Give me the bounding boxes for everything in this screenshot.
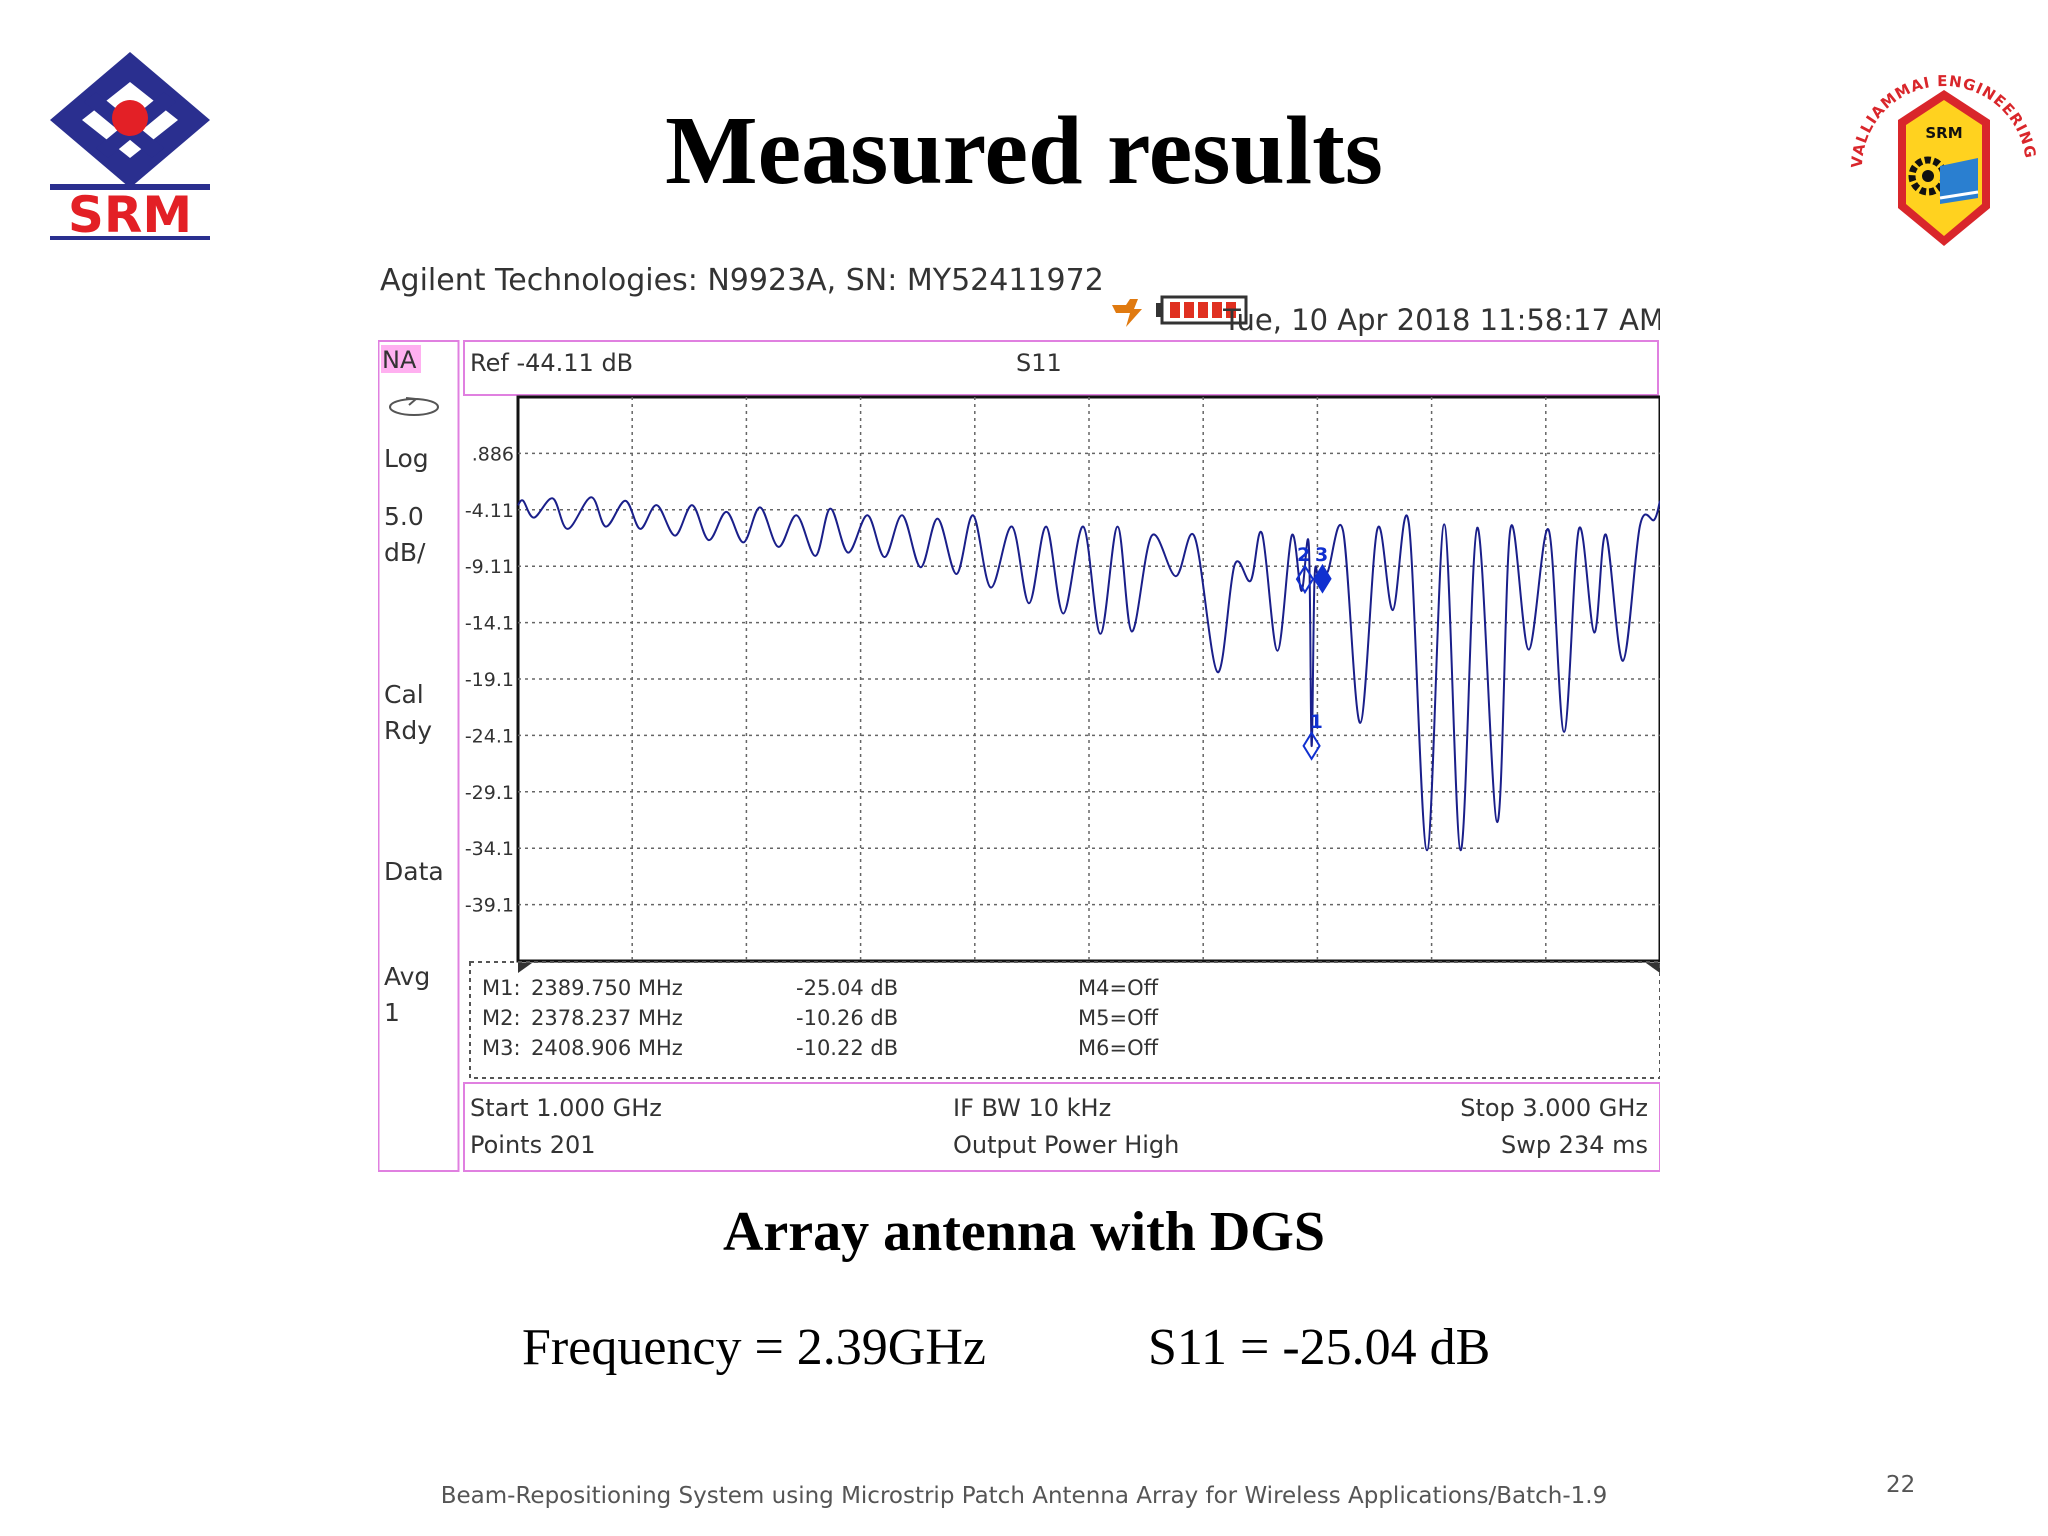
y-tick-label: -4.11 (465, 500, 514, 522)
marker-2 (1295, 564, 1315, 595)
side-label-unit: dB/ (384, 538, 426, 567)
y-tick-label: -29.1 (465, 782, 514, 804)
points-label: Points 201 (470, 1131, 596, 1159)
slide-title: Measured results (665, 97, 1383, 205)
srm-logo: SRM (48, 50, 213, 244)
slide-footer: Beam-Repositioning System using Microstr… (440, 1483, 1608, 1509)
marker-value: -10.22 dB (796, 1036, 898, 1060)
marker-3 (1313, 563, 1332, 594)
analyzer-datetime: Tue, 10 Apr 2018 11:58:17 AM (1222, 303, 1660, 337)
right-scroll-arrow (1646, 963, 1660, 973)
side-panel (377, 340, 460, 1172)
rotate-icon (389, 397, 439, 416)
page-number: 22 (1886, 1472, 1916, 1498)
marker-2-label: 2 (1297, 544, 1310, 566)
side-label-log: Log (384, 444, 429, 473)
marker-1 (1302, 730, 1321, 761)
info-box (463, 340, 1659, 396)
college-logo-badge: SRM (1925, 124, 1962, 142)
s11-result: S11 = -25.04 dB (1148, 1319, 1491, 1376)
srm-logo-text: SRM (68, 186, 192, 240)
side-label-rdy: Rdy (384, 716, 432, 745)
network-analyzer-screen: Agilent Technologies: N9923A, SN: MY5241… (377, 255, 1664, 1175)
power-plug-icon (1112, 299, 1142, 327)
marker-other: M5=Off (1078, 1006, 1159, 1030)
side-label-cal: Cal (384, 680, 424, 709)
marker-id: M2: (482, 1006, 521, 1030)
figure-caption: Array antenna with DGS (722, 1201, 1326, 1263)
marker-freq: 2389.750 MHz (531, 976, 683, 1000)
plot-area: .886 -4.11 -9.11 -14.1 -19.1 -24.1 -29.1 -34.1 -… (465, 395, 1662, 973)
marker-freq: 2408.906 MHz (531, 1036, 683, 1060)
left-scroll-arrow (518, 963, 532, 973)
start-label: Start 1.000 GHz (470, 1094, 662, 1122)
marker-row-2: M2: 2378.237 MHz -10.26 dB M5=Off (482, 1006, 1159, 1030)
s11-trace (517, 496, 1661, 852)
y-tick-label: .886 (472, 443, 514, 465)
sweep-label: Swp 234 ms (1501, 1131, 1648, 1159)
frequency-result: Frequency = 2.39GHz (522, 1319, 986, 1376)
analyzer-header: Agilent Technologies: N9923A, SN: MY5241… (380, 263, 1104, 298)
mode-badge (381, 345, 421, 373)
marker-id: M1: (482, 976, 521, 1000)
power-label: Output Power High (953, 1131, 1179, 1159)
marker-row-1: M1: 2389.750 MHz -25.04 dB M4=Off (482, 976, 1159, 1000)
marker-value: -10.26 dB (796, 1006, 898, 1030)
y-tick-label: -39.1 (465, 895, 514, 917)
y-tick-label: -9.11 (465, 556, 514, 578)
measurement-label: S11 (1016, 349, 1062, 377)
y-tick-label: -24.1 (465, 725, 514, 747)
srm-logo-graphic: SRM (50, 52, 210, 244)
side-label-avg: Avg (384, 962, 430, 991)
marker-freq: 2378.237 MHz (531, 1006, 683, 1030)
y-tick-label: -14.1 (465, 613, 514, 635)
marker-row-3: M3: 2408.906 MHz -10.22 dB M6=Off (482, 1036, 1159, 1060)
mode-label: NA (382, 346, 417, 374)
college-logo-graphic: VALLIAMMAI ENGINEERING COLLEGE SRM (1833, 34, 2039, 246)
marker-other: M6=Off (1078, 1036, 1159, 1060)
side-label-scale: 5.0 (384, 502, 424, 531)
marker-3-label: 3 (1315, 544, 1328, 566)
analyzer-svg: Agilent Technologies: N9923A, SN: MY5241… (377, 263, 1664, 1172)
college-logo: VALLIAMMAI ENGINEERING COLLEGE SRM (1833, 34, 2045, 258)
stop-label: Stop 3.000 GHz (1460, 1094, 1648, 1122)
y-tick-label: -19.1 (465, 669, 514, 691)
ref-label: Ref -44.11 dB (470, 349, 633, 377)
ifbw-label: IF BW 10 kHz (953, 1094, 1111, 1122)
marker-other: M4=Off (1078, 976, 1159, 1000)
marker-id: M3: (482, 1036, 521, 1060)
marker-value: -25.04 dB (796, 976, 898, 1000)
marker-1-label: 1 (1310, 711, 1323, 733)
y-tick-label: -34.1 (465, 838, 514, 860)
battery-icon (1156, 295, 1248, 325)
side-label-data: Data (384, 857, 444, 886)
side-label-avg-count: 1 (384, 998, 400, 1027)
